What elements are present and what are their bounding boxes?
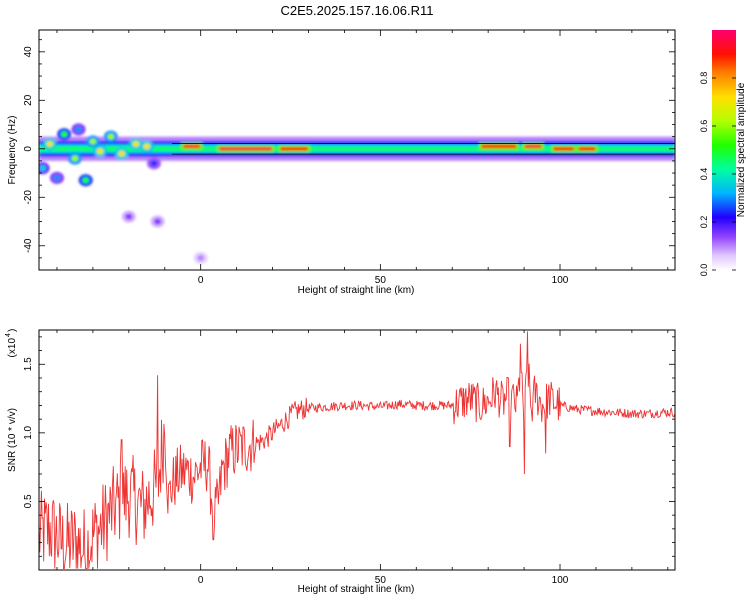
colorbar-label: Normalized spectral amplitude [736, 82, 747, 217]
heatmap-blob [60, 131, 68, 138]
snr-line [39, 331, 675, 570]
heatmap-blob [39, 165, 47, 172]
snr-multiplier-exp: 4 [5, 333, 12, 337]
colorbar-tick-label: 0.4 [699, 168, 709, 181]
snr-multiplier-base: (x10 [7, 338, 18, 358]
heatmap-segment [480, 144, 517, 149]
heatmap-blob [118, 150, 126, 157]
heatmap-blob [96, 148, 104, 155]
heatmap-blob [71, 155, 79, 162]
heatmap-blob [107, 133, 115, 140]
x-tick-label: 0 [198, 575, 204, 586]
heatmap-layer [39, 123, 675, 264]
snr-multiplier-close: ) [7, 329, 18, 332]
heatmap-blob [75, 126, 83, 133]
heatmap-blob [53, 174, 61, 181]
heatmap-segment [279, 146, 309, 151]
heatmap-band [39, 145, 675, 152]
colorbar-ticks: 0.0 0.2 0.4 0.6 0.8 [699, 72, 736, 277]
chart-title: C2E5.2025.157.16.06.R11 [281, 3, 434, 18]
heatmap-segment [552, 146, 575, 151]
snr-ticks: 0 50 100 0.5 1.0 1.5 [23, 330, 675, 586]
heatmap-blob [89, 138, 97, 145]
colorbar-tick-label: 0.2 [699, 216, 709, 229]
snr-xlabel: Height of straight line (km) [298, 584, 415, 595]
colorbar-tick-label: 0.8 [699, 72, 709, 85]
snr-panel: 0 50 100 0.5 1.0 1.5 Height of straight line … [5, 329, 676, 595]
heatmap-blob [82, 177, 90, 184]
heatmap-blob [143, 143, 151, 150]
colorbar: 0.0 0.2 0.4 0.6 0.8 Normalized spectral ampl… [699, 30, 747, 276]
heatmap-marks [39, 123, 675, 264]
heatmap-blob [154, 218, 162, 225]
heatmap-blob [46, 140, 54, 147]
x-tick-label: 50 [375, 575, 387, 586]
heatmap-blob [150, 160, 158, 167]
y-tick-label: -20 [23, 190, 34, 205]
y-tick-label: 1.5 [23, 357, 34, 371]
x-tick-label: 0 [198, 275, 204, 286]
colorbar-tick-label: 0.0 [699, 264, 709, 277]
heatmap-blob [197, 254, 205, 261]
colorbar-gradient [712, 30, 736, 270]
heatmap-segment [182, 144, 201, 149]
spectrogram-panel: 0 50 100 -40 -20 0 20 40 Height of straight lin… [7, 29, 676, 296]
y-tick-label: -40 [23, 238, 34, 253]
y-tick-label: 40 [23, 46, 34, 58]
snr-multiplier: (x10 4 ) [5, 329, 18, 358]
heatmap-blob [132, 140, 140, 147]
snr-frame [38, 329, 676, 571]
y-tick-label: 1.0 [23, 425, 34, 439]
spectrogram-ylabel: Frequency (Hz) [7, 116, 18, 185]
snr-ylabel: SNR (10 * v/v) [7, 408, 18, 472]
colorbar-tick-label: 0.6 [699, 120, 709, 133]
spectrogram-frame [38, 29, 676, 271]
heatmap-blob [125, 213, 133, 220]
heatmap-segment [577, 146, 596, 151]
x-tick-label: 100 [552, 275, 569, 286]
snr-line-layer [39, 331, 675, 570]
heatmap-segment [524, 144, 543, 149]
spectrogram-xlabel: Height of straight line (km) [298, 285, 415, 296]
y-tick-label: 0 [23, 146, 34, 152]
y-tick-label: 20 [23, 94, 34, 106]
spectrogram-ticks: 0 50 100 -40 -20 0 20 40 [23, 30, 675, 286]
heatmap-segment [218, 146, 273, 151]
y-tick-label: 0.5 [23, 494, 34, 508]
x-tick-label: 100 [552, 575, 569, 586]
x-tick-label: 50 [375, 275, 387, 286]
